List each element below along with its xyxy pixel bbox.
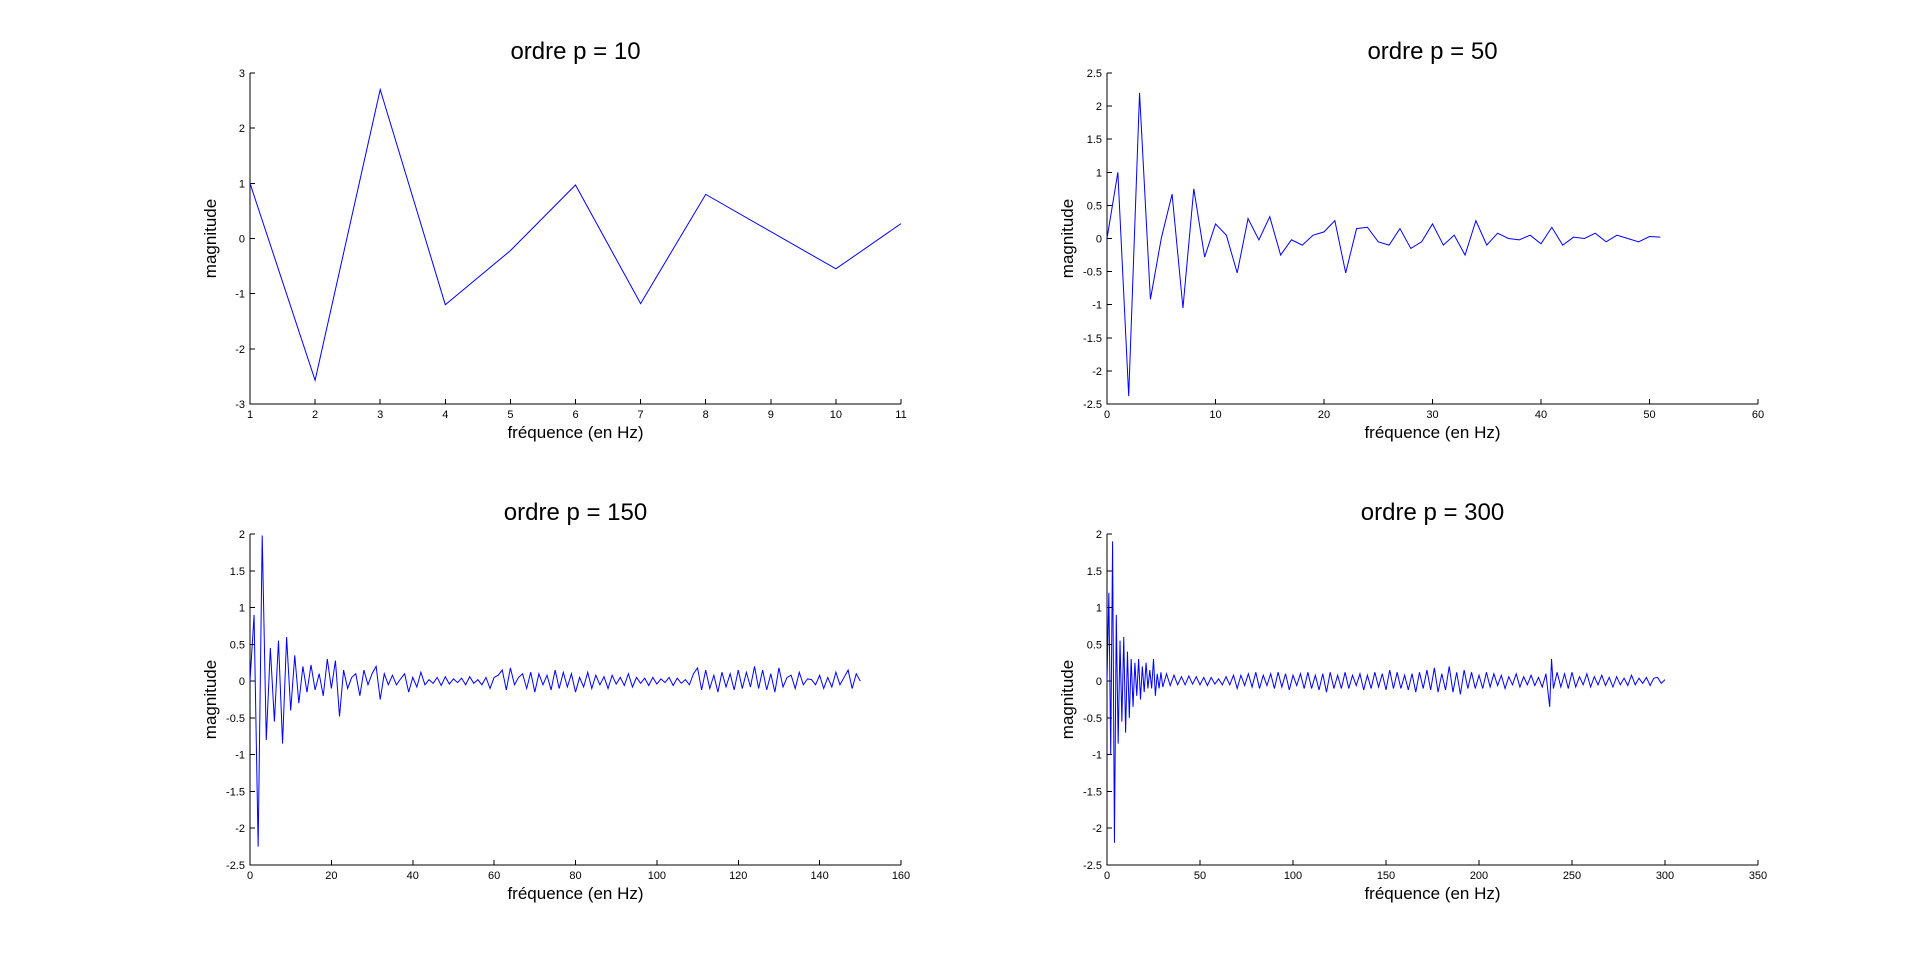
axes-frame [1106,73,1758,405]
y-tick-label: -0.5 [226,713,245,725]
x-tick-label: 2 [312,409,318,421]
axes-frame [1106,534,1758,866]
y-tick-label: 1.5 [230,566,245,578]
y-tick-label: 0.5 [230,639,245,651]
x-tick-label: 20 [325,870,337,882]
subplot-p150: ordre p = 150 fréquence (en Hz) magnitud… [201,499,910,903]
subplot-title: ordre p = 50 [1367,38,1497,65]
x-tick-label: 120 [729,870,747,882]
x-tick-label: 5 [507,409,513,421]
y-tick-label: 2 [239,529,245,541]
y-tick-label: 1 [239,603,245,615]
y-tick-label: -2.5 [226,860,245,872]
y-tick-label: 3 [239,68,245,80]
x-tick-label: 150 [1377,870,1395,882]
x-tick-label: 100 [648,870,666,882]
x-tick-label: 7 [638,409,644,421]
y-axis-label: magnitude [201,660,220,739]
x-tick-label: 10 [830,409,842,421]
y-tick-label: 2.5 [1087,68,1102,80]
y-tick-label: 2 [239,123,245,135]
series-line [249,535,861,847]
y-tick-label: 0 [1096,676,1102,688]
x-tick-label: 10 [1209,409,1221,421]
y-axis-label: magnitude [201,199,220,278]
x-tick-label: 30 [1426,409,1438,421]
subplot-p50: ordre p = 50 fréquence (en Hz) magnitude… [1058,38,1764,442]
x-tick-label: 80 [569,870,581,882]
y-tick-label: -1 [1092,750,1102,762]
y-tick-label: 0.5 [1087,200,1102,212]
y-tick-label: -1.5 [1083,333,1102,345]
y-tick-label: 1.5 [1087,134,1102,146]
x-tick-label: 8 [703,409,709,421]
y-tick-label: -2 [1092,823,1102,835]
series-line [1106,92,1661,397]
y-tick-label: 1 [239,178,245,190]
x-tick-label: 50 [1194,870,1206,882]
y-tick-label: -2 [235,823,245,835]
x-axis-label: fréquence (en Hz) [1364,884,1500,903]
series-line [249,87,902,383]
x-tick-label: 20 [1318,409,1330,421]
y-tick-label: -1.5 [1083,786,1102,798]
x-tick-label: 300 [1656,870,1674,882]
y-tick-label: 0 [1096,234,1102,246]
subplot-title: ordre p = 300 [1361,499,1504,526]
x-tick-label: 0 [1104,409,1110,421]
y-tick-label: 2 [1096,101,1102,113]
x-tick-label: 50 [1643,409,1655,421]
x-tick-label: 6 [572,409,578,421]
x-tick-label: 0 [247,870,253,882]
y-tick-label: 1 [1096,603,1102,615]
y-tick-label: 0 [239,676,245,688]
x-tick-label: 11 [895,409,906,421]
y-tick-label: -2.5 [1083,860,1102,872]
y-tick-label: -0.5 [1083,713,1102,725]
x-tick-label: 1 [247,409,253,421]
subplot-title: ordre p = 150 [504,499,647,526]
x-tick-label: 100 [1284,870,1302,882]
x-tick-label: 40 [407,870,419,882]
y-tick-label: 1 [1096,167,1102,179]
x-tick-label: 3 [377,409,383,421]
axes-frame [249,73,901,405]
y-tick-label: -2.5 [1083,399,1102,411]
x-tick-label: 60 [488,870,500,882]
x-tick-label: 60 [1752,409,1764,421]
x-tick-label: 9 [768,409,774,421]
x-tick-label: 4 [442,409,448,421]
y-tick-label: 2 [1096,529,1102,541]
x-axis-label: fréquence (en Hz) [507,884,643,903]
y-tick-label: 0 [239,234,245,246]
y-tick-label: -1 [235,750,245,762]
x-axis-label: fréquence (en Hz) [1364,423,1500,442]
x-tick-label: 160 [892,870,910,882]
x-tick-label: 0 [1104,870,1110,882]
y-tick-label: -2 [1092,366,1102,378]
y-tick-label: -3 [235,399,245,411]
y-tick-label: -1 [1092,300,1102,312]
x-tick-label: 40 [1535,409,1547,421]
y-axis-label: magnitude [1058,660,1077,739]
x-tick-label: 140 [810,870,828,882]
series-line [1106,541,1666,843]
x-tick-label: 250 [1563,870,1581,882]
subplot-p10: ordre p = 10 fréquence (en Hz) magnitude… [201,38,907,442]
subplot-title: ordre p = 10 [510,38,640,65]
y-tick-label: 1.5 [1087,566,1102,578]
y-tick-label: 0.5 [1087,639,1102,651]
subplot-p300: ordre p = 300 fréquence (en Hz) magnitud… [1058,499,1767,903]
x-axis-label: fréquence (en Hz) [507,423,643,442]
y-axis-label: magnitude [1058,199,1077,278]
y-tick-label: -1 [235,289,245,301]
y-tick-label: -2 [235,344,245,356]
x-tick-label: 200 [1470,870,1488,882]
axes-frame [249,534,901,866]
x-tick-label: 350 [1749,870,1767,882]
y-tick-label: -1.5 [226,786,245,798]
y-tick-label: -0.5 [1083,267,1102,279]
